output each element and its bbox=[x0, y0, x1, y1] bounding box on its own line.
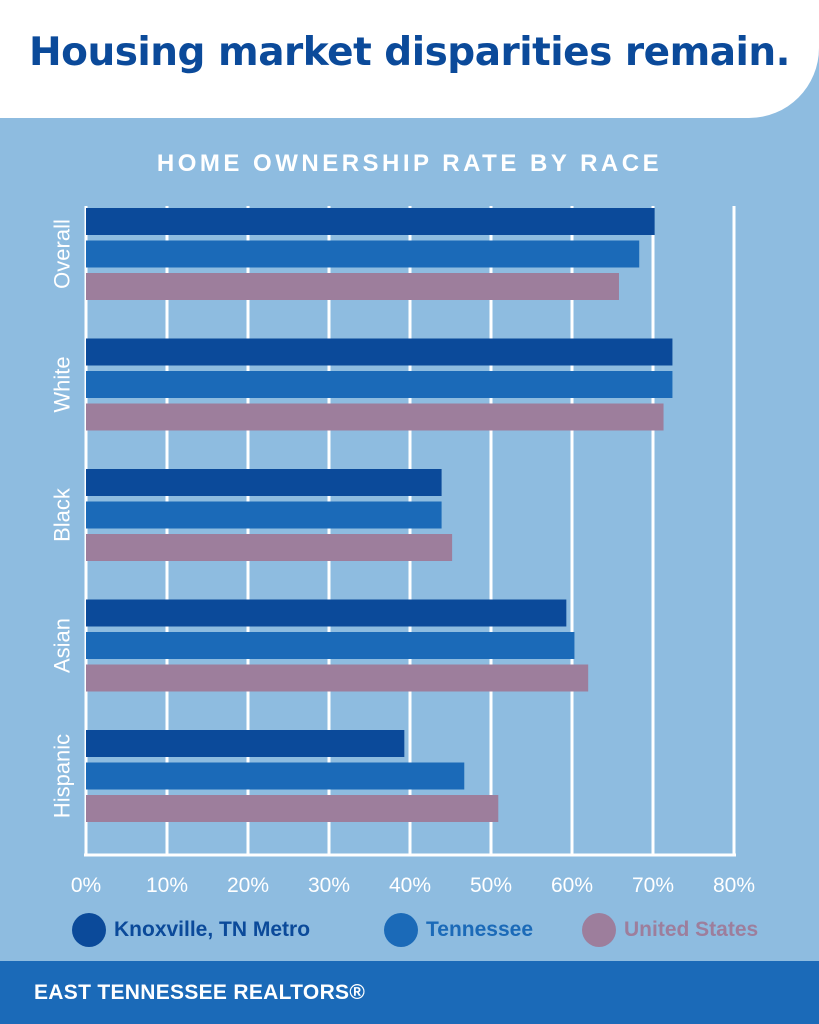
legend-label-knoxville: Knoxville, TN Metro bbox=[114, 918, 311, 941]
bar-black-united-states bbox=[86, 534, 453, 561]
bar-hispanic-united-states bbox=[86, 795, 499, 822]
bar-overall-knoxville-tn-metro bbox=[86, 208, 655, 235]
bar-white-knoxville-tn-metro bbox=[86, 338, 673, 366]
bar-white-tennessee bbox=[86, 371, 673, 398]
legend-label-united-states: United States bbox=[624, 918, 759, 941]
category-label-white: White bbox=[50, 356, 75, 412]
bar-hispanic-knoxville-tn-metro bbox=[86, 730, 405, 757]
bar-overall-united-states bbox=[86, 273, 619, 300]
footer-brand: EAST TENNESSEE REALTORS® bbox=[34, 981, 366, 1004]
category-label-asian: Asian bbox=[50, 618, 75, 673]
x-tick-label-20: 20% bbox=[227, 874, 269, 897]
bar-asian-united-states bbox=[86, 664, 589, 692]
legend-swatch-united-states bbox=[582, 913, 616, 947]
bar-chart: 0% 10% 20% 30% 40% 50% 60% 70% 80% Overall White Bl… bbox=[50, 206, 755, 897]
chart-title: HOME OWNERSHIP RATE BY RACE bbox=[156, 150, 663, 177]
category-label-black: Black bbox=[50, 487, 75, 542]
x-tick-label-60: 60% bbox=[551, 874, 593, 897]
bar-white-united-states bbox=[86, 403, 664, 431]
bar-overall-tennessee bbox=[86, 240, 640, 268]
legend-item-knoxville: Knoxville, TN Metro bbox=[72, 912, 310, 948]
x-tick-label-70: 70% bbox=[632, 874, 674, 897]
legend-item-tennessee: Tennessee bbox=[384, 912, 533, 948]
bar-black-knoxville-tn-metro bbox=[86, 469, 442, 496]
bar-black-tennessee bbox=[86, 501, 442, 529]
x-tick-label-30: 30% bbox=[308, 874, 350, 897]
legend-swatch-tennessee bbox=[384, 913, 418, 947]
page-title: Housing market disparities remain. bbox=[29, 30, 790, 75]
title-banner: Housing market disparities remain. bbox=[0, 0, 819, 118]
legend-swatch-knoxville bbox=[72, 913, 106, 947]
x-tick-label-0: 0% bbox=[71, 874, 101, 897]
legend-label-tennessee: Tennessee bbox=[426, 918, 533, 941]
category-label-overall: Overall bbox=[50, 219, 75, 289]
x-tick-label-50: 50% bbox=[470, 874, 512, 897]
bar-hispanic-tennessee bbox=[86, 762, 465, 790]
bar-asian-tennessee bbox=[86, 632, 575, 659]
category-label-hispanic: Hispanic bbox=[50, 734, 75, 818]
legend-item-united-states: United States bbox=[582, 912, 758, 948]
x-tick-label-10: 10% bbox=[146, 874, 188, 897]
bar-asian-knoxville-tn-metro bbox=[86, 599, 567, 627]
x-tick-label-80: 80% bbox=[713, 874, 755, 897]
footer-bar: EAST TENNESSEE REALTORS® bbox=[0, 961, 819, 1024]
x-tick-label-40: 40% bbox=[389, 874, 431, 897]
